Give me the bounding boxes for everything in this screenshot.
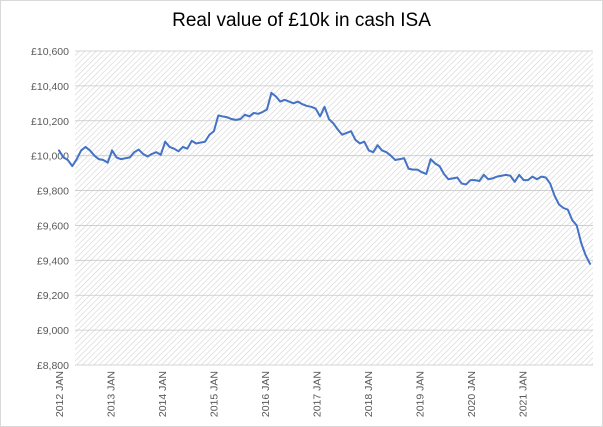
x-tick-label: 2018 JAN [363, 371, 375, 417]
y-tick-label: £10,200 [31, 116, 69, 128]
y-tick-label: £9,000 [37, 325, 69, 337]
series-layer [58, 91, 591, 265]
x-tick-label: 2016 JAN [260, 371, 272, 417]
chart-title: Real value of £10k in cash ISA [172, 10, 431, 31]
y-tick-label: £10,600 [31, 46, 69, 58]
y-axis-labels: £8,800 £9,000 £9,200 £9,400 £9,600 £9,800 £10,… [31, 46, 69, 372]
series-line [58, 91, 591, 265]
x-tick-label: 2013 JAN [106, 371, 118, 417]
grid-lines [75, 50, 593, 366]
x-tick-label: 2012 JAN [54, 371, 66, 417]
y-tick-label: £10,000 [31, 151, 69, 163]
y-tick-label: £9,200 [37, 290, 69, 302]
x-tick-label: 2021 JAN [518, 371, 530, 417]
y-tick-label: £9,800 [37, 186, 69, 198]
y-tick-label: £10,400 [31, 81, 69, 93]
y-tick-label: £9,400 [37, 255, 69, 267]
x-tick-label: 2019 JAN [415, 371, 427, 417]
x-tick-label: 2020 JAN [466, 371, 478, 417]
y-tick-label: £9,600 [37, 220, 69, 232]
x-tick-label: 2017 JAN [312, 371, 324, 417]
x-axis-labels: 2012 JAN 2013 JAN 2014 JAN 2015 JAN 2016 JAN… [54, 371, 530, 417]
x-tick-label: 2015 JAN [209, 371, 221, 417]
y-tick-label: £8,800 [37, 360, 69, 372]
plot-area [75, 51, 593, 365]
x-tick-label: 2014 JAN [157, 371, 169, 417]
